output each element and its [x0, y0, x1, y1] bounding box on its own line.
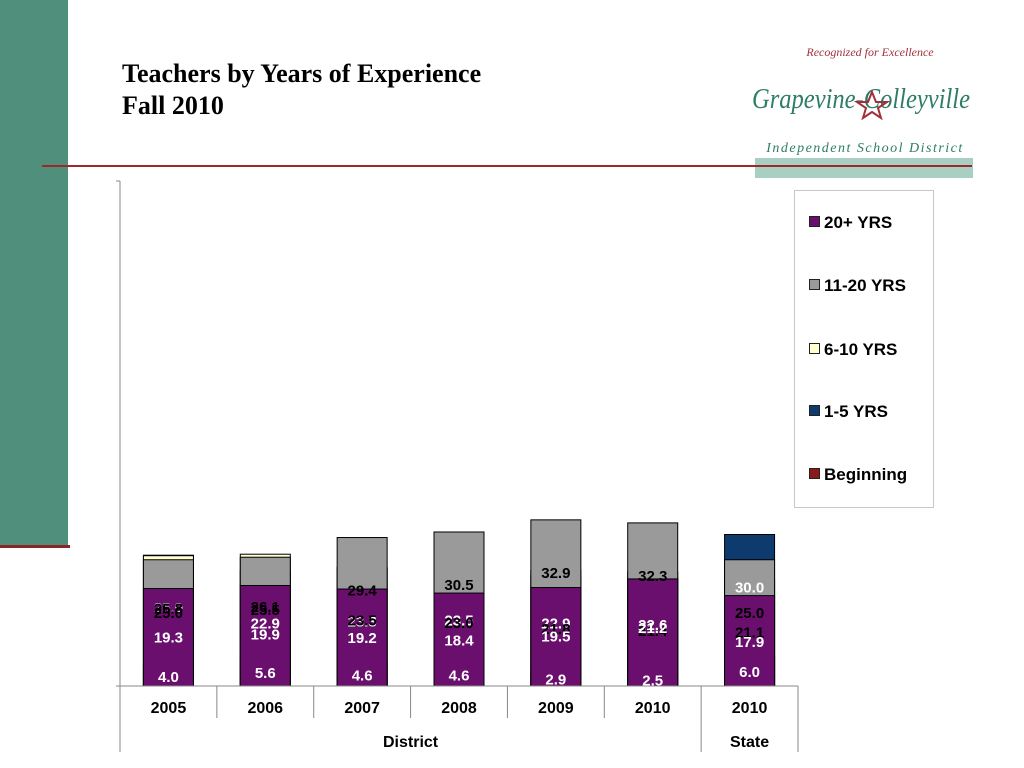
- data-label: 25.5: [251, 602, 280, 619]
- data-label: 19.5: [541, 629, 570, 646]
- x-tick-label: 2007: [344, 700, 380, 717]
- data-label: 25.0: [154, 605, 183, 622]
- bars-layer: [142, 519, 776, 687]
- legend-label: 20+ YRS: [824, 213, 893, 232]
- slide-title: Teachers by Years of Experience Fall 201…: [122, 58, 481, 122]
- data-label: 22.9: [541, 615, 570, 632]
- left-accent-rule: [0, 545, 70, 548]
- x-tick-label: 2010: [635, 700, 671, 717]
- chart-legend: 20+ YRS 11-20 YRS 6-10 YRS 1-5 YRS Begin…: [794, 190, 934, 508]
- bar-segment: [239, 585, 291, 687]
- legend-item-1-5: 1-5 YRS: [809, 402, 888, 422]
- legend-swatch: [809, 216, 820, 227]
- data-label: 25.0: [735, 605, 764, 622]
- data-label: 21.4: [638, 623, 668, 640]
- data-label: 25.9: [154, 600, 183, 617]
- data-label: 19.9: [251, 627, 280, 644]
- data-label: 5.6: [255, 665, 276, 682]
- bar-segment: [530, 587, 582, 687]
- axis-layer: [116, 180, 799, 752]
- data-label: 4.6: [449, 667, 470, 684]
- data-label: 23.5: [444, 612, 473, 629]
- legend-label: 6-10 YRS: [824, 340, 898, 359]
- bar-segment: [627, 578, 679, 687]
- data-label: 22.6: [638, 617, 667, 634]
- data-label: 30.0: [735, 580, 764, 597]
- data-label: 29.4: [348, 583, 378, 600]
- data-label: 21.1: [735, 624, 764, 641]
- data-label: 6.0: [739, 664, 760, 681]
- logo-wordmark: Grapevine-Colleyville: [752, 83, 970, 115]
- legend-item-6-10: 6-10 YRS: [809, 340, 897, 360]
- data-label: 23.0: [444, 615, 473, 632]
- legend-item-beginning: Beginning: [809, 465, 907, 485]
- header-divider: [42, 165, 972, 167]
- data-label: 17.9: [735, 634, 764, 651]
- logo-tagline: Recognized for Excellence: [805, 45, 934, 59]
- star-icon: [853, 89, 891, 121]
- data-label: 21.2: [638, 620, 667, 637]
- logo-underline-band: [755, 158, 973, 178]
- data-label: 4.6: [352, 667, 373, 684]
- group-label: District: [383, 734, 439, 751]
- bar-segment: [336, 588, 388, 687]
- legend-swatch: [809, 468, 820, 479]
- x-tick-label: 2005: [151, 700, 187, 717]
- group-label: State: [730, 734, 769, 751]
- legend-label: Beginning: [824, 465, 908, 484]
- data-label: 32.3: [638, 568, 667, 585]
- data-label: 26.1: [251, 599, 280, 616]
- data-label: 19.2: [348, 630, 377, 647]
- slide-title-line2: Fall 2010: [122, 91, 224, 120]
- x-tick-label: 2008: [441, 700, 477, 717]
- legend-item-11-20: 11-20 YRS: [809, 276, 906, 296]
- data-label: 23.5: [348, 612, 377, 629]
- district-logo: Recognized for Excellence Grapevine-Coll…: [752, 45, 970, 156]
- bar-segment: [433, 592, 485, 687]
- data-label: 18.4: [444, 633, 474, 650]
- left-accent-band: [0, 0, 68, 548]
- data-label: 30.5: [444, 577, 473, 594]
- legend-label: 1-5 YRS: [824, 402, 888, 421]
- legend-item-20plus: 20+ YRS: [809, 213, 892, 233]
- data-label: 21.8: [541, 621, 570, 638]
- data-label: 32.9: [541, 565, 570, 582]
- legend-label: 11-20 YRS: [824, 276, 906, 295]
- labels-layer: 4.025.925.825.019.35.622.926.125.519.94.…: [151, 565, 770, 751]
- x-tick-label: 2006: [247, 700, 283, 717]
- slide-title-line1: Teachers by Years of Experience: [122, 59, 482, 88]
- x-tick-label: 2010: [732, 700, 768, 717]
- bar-segment: [724, 595, 776, 687]
- logo-subtitle: Independent School District: [765, 141, 964, 156]
- data-label: 19.3: [154, 630, 183, 647]
- legend-swatch: [809, 343, 820, 354]
- x-tick-label: 2009: [538, 700, 574, 717]
- data-label: 2.9: [545, 672, 566, 689]
- data-label: 4.0: [158, 669, 179, 686]
- legend-swatch: [809, 405, 820, 416]
- data-label: 23.3: [348, 613, 377, 630]
- legend-swatch: [809, 279, 820, 290]
- data-label: 22.9: [251, 615, 280, 632]
- data-label: 25.8: [154, 601, 183, 618]
- data-label: 2.5: [642, 673, 663, 690]
